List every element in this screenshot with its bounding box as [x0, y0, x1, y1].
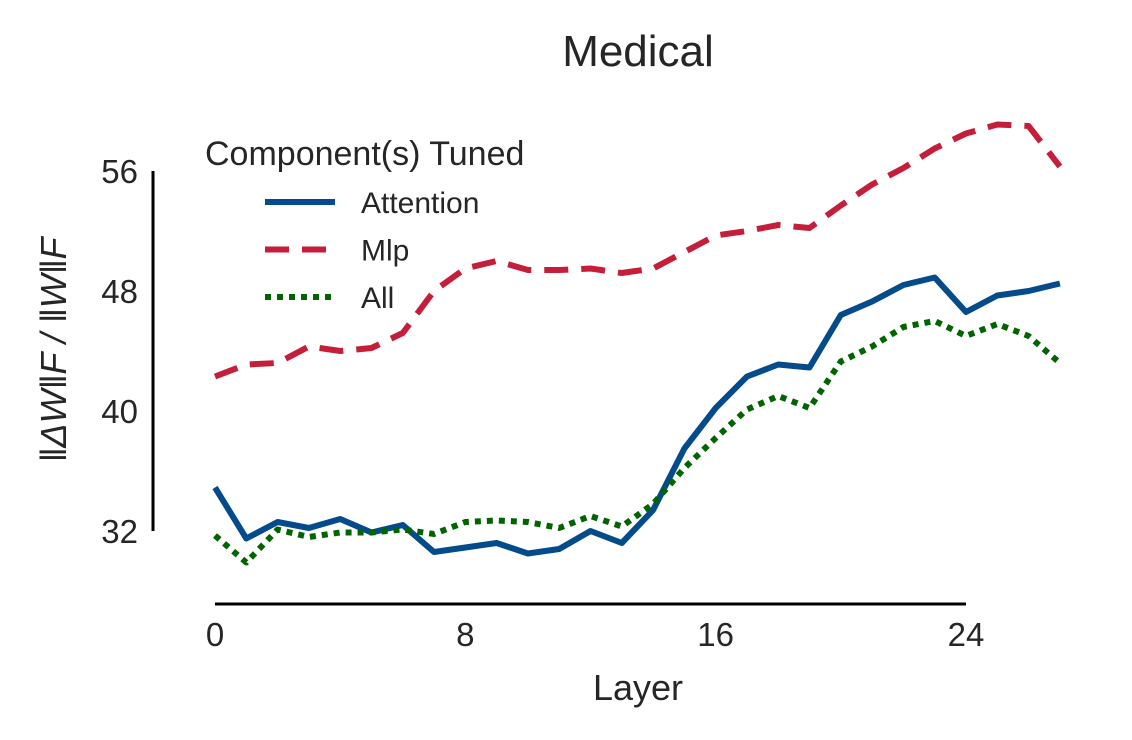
- chart-title: Medical: [562, 27, 714, 76]
- legend: Component(s) Tuned Attention Mlp All: [205, 135, 524, 315]
- series-line-attention: [212, 274, 1061, 557]
- x-tick-label: 0: [206, 616, 224, 653]
- x-axis-label: Layer: [593, 667, 683, 708]
- x-tick-label: 8: [456, 616, 474, 653]
- y-tick-label: 32: [101, 513, 138, 550]
- x-tick-labels: 0 8 16 24: [206, 616, 985, 653]
- legend-label-mlp: Mlp: [361, 235, 409, 268]
- series-line-all: [213, 318, 1062, 566]
- series-line-mlp: [213, 121, 1063, 380]
- y-tick-label: 56: [101, 153, 138, 190]
- legend-title: Component(s) Tuned: [205, 135, 524, 173]
- y-tick-labels: 32 40 48 56: [101, 153, 138, 550]
- legend-items: Attention Mlp All: [265, 187, 479, 315]
- x-tick-label: 16: [697, 616, 734, 653]
- legend-label-all: All: [361, 282, 394, 315]
- x-tick-label: 24: [948, 616, 985, 653]
- y-tick-label: 40: [101, 393, 138, 430]
- y-axis-label: ‖ΔW‖F / ‖W‖F: [33, 236, 74, 463]
- y-tick-label: 48: [101, 273, 138, 310]
- legend-label-attention: Attention: [361, 187, 479, 220]
- series-lines: [212, 121, 1063, 566]
